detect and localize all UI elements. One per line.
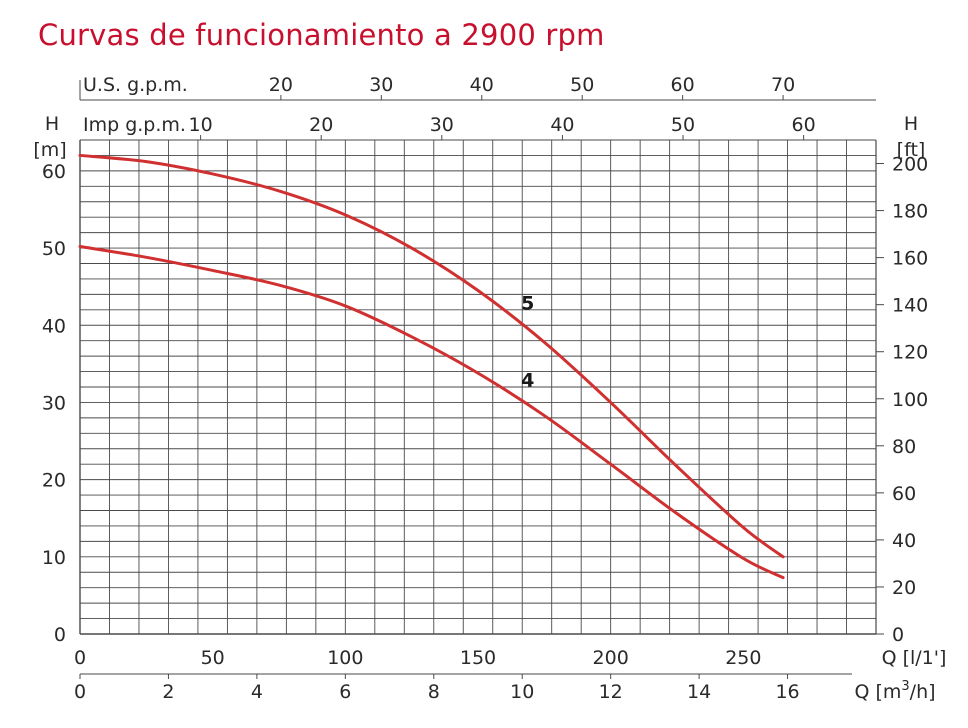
y-left-tick-label: 60 bbox=[42, 161, 66, 183]
x-m3h-tick-label: 10 bbox=[510, 681, 534, 703]
y-right-axis-label: H bbox=[904, 113, 918, 135]
x-usgpm-axis-label: U.S. g.p.m. bbox=[83, 74, 188, 96]
curve-label-4: 4 bbox=[521, 370, 534, 392]
x-m3h-axis-label: Q [m3/h] bbox=[854, 679, 935, 703]
y-left-tick-label: 40 bbox=[42, 315, 66, 337]
x-flow-lmin-tick-label: 50 bbox=[201, 647, 225, 669]
x-flow-lmin-tick-label: 200 bbox=[593, 647, 629, 669]
chart-curves bbox=[78, 153, 785, 580]
y-left-unit-label: [m] bbox=[33, 139, 66, 161]
x-m3h-tick-label: 8 bbox=[428, 681, 440, 703]
x-m3h-tick-label: 6 bbox=[339, 681, 351, 703]
y-left-tick-label: 0 bbox=[54, 624, 66, 646]
chart-grid bbox=[79, 139, 877, 635]
y-right-tick-label: 40 bbox=[892, 530, 916, 552]
y-right-tick-label: 180 bbox=[892, 201, 928, 223]
x-flow-lmin-tick-label: 100 bbox=[327, 647, 363, 669]
y-right-tick-label: 140 bbox=[892, 295, 928, 317]
x-impgpm-tick-label: 60 bbox=[792, 114, 816, 136]
y-left-axis-label: H bbox=[45, 113, 59, 135]
x-usgpm-tick-label: 30 bbox=[369, 74, 393, 96]
x-usgpm-tick-label: 20 bbox=[269, 74, 293, 96]
y-left-tick-label: 50 bbox=[42, 238, 66, 260]
x-impgpm-tick-label: 30 bbox=[430, 114, 454, 136]
x-flow-lmin-tick-label: 0 bbox=[74, 647, 86, 669]
y-right-tick-label: 120 bbox=[892, 342, 928, 364]
chart-axes: 0102030405060H[m]02040608010012014016018… bbox=[33, 74, 946, 703]
y-right-tick-label: 100 bbox=[892, 389, 928, 411]
curve-5 bbox=[78, 153, 785, 559]
y-left-tick-label: 30 bbox=[42, 392, 66, 414]
x-usgpm-tick-label: 50 bbox=[570, 74, 594, 96]
y-left-tick-label: 10 bbox=[42, 547, 66, 569]
x-usgpm-tick-label: 60 bbox=[671, 74, 695, 96]
x-m3h-tick-label: 12 bbox=[599, 681, 623, 703]
x-impgpm-tick-label: 50 bbox=[671, 114, 695, 136]
x-m3h-tick-label: 14 bbox=[687, 681, 711, 703]
x-flow-lmin-tick-label: 150 bbox=[460, 647, 496, 669]
x-m3h-tick-label: 4 bbox=[251, 681, 263, 703]
x-m3h-tick-label: 2 bbox=[162, 681, 174, 703]
y-right-unit-label: [ft] bbox=[897, 139, 926, 161]
y-right-tick-label: 0 bbox=[892, 624, 904, 646]
x-usgpm-tick-label: 40 bbox=[470, 74, 494, 96]
y-right-tick-label: 80 bbox=[892, 436, 916, 458]
x-m3h-tick-label: 16 bbox=[775, 681, 799, 703]
chart-labels: 54 bbox=[521, 293, 534, 392]
curve-label-5: 5 bbox=[521, 293, 534, 315]
x-impgpm-tick-label: 10 bbox=[189, 114, 213, 136]
chart-title: Curvas de funcionamiento a 2900 rpm bbox=[38, 18, 605, 52]
y-right-tick-label: 200 bbox=[892, 154, 928, 176]
x-impgpm-tick-label: 40 bbox=[550, 114, 574, 136]
y-right-tick-label: 160 bbox=[892, 248, 928, 270]
y-right-tick-label: 20 bbox=[892, 577, 916, 599]
x-m3h-tick-label: 0 bbox=[74, 681, 86, 703]
x-impgpm-tick-label: 20 bbox=[309, 114, 333, 136]
x-flow-lmin-axis-label: Q [l/1'] bbox=[882, 647, 947, 669]
y-right-tick-label: 60 bbox=[892, 483, 916, 505]
x-flow-lmin-tick-label: 250 bbox=[725, 647, 761, 669]
y-left-tick-label: 20 bbox=[42, 470, 66, 492]
x-usgpm-tick-label: 70 bbox=[771, 74, 795, 96]
curve-4 bbox=[78, 245, 785, 580]
x-impgpm-axis-label: Imp g.p.m. bbox=[83, 114, 186, 136]
